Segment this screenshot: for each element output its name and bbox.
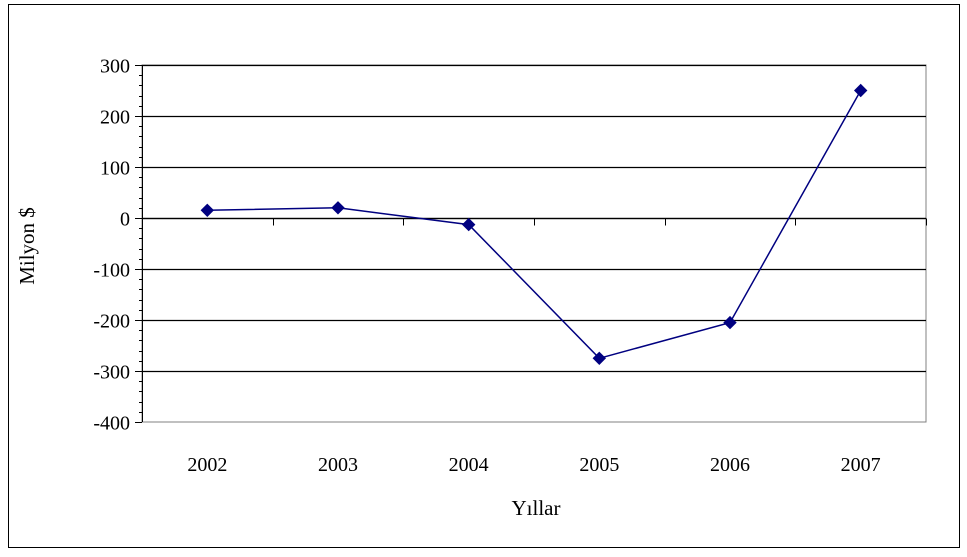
y-tick-label: -400 (93, 413, 130, 435)
y-tick-label: 300 (100, 56, 130, 78)
chart-border (8, 4, 960, 548)
x-axis-title: Yıllar (512, 496, 561, 520)
data-point-marker (723, 315, 737, 330)
y-tick-label: -300 (93, 362, 130, 384)
x-tick-label: 2007 (841, 454, 881, 476)
data-point-marker (331, 201, 345, 215)
x-tick-label: 2005 (579, 454, 619, 476)
y-tick-label: 0 (120, 209, 130, 231)
data-point-marker (200, 203, 215, 218)
data-point-marker (853, 83, 868, 98)
y-tick-label: 200 (100, 107, 130, 129)
y-tick-label: -200 (93, 311, 130, 333)
x-tick-label: 2006 (710, 454, 750, 476)
x-tick-label: 2004 (449, 454, 489, 476)
series-line (207, 90, 862, 360)
y-tick-label: 100 (100, 158, 130, 180)
data-point-marker (592, 351, 607, 366)
x-tick-label: 2002 (187, 454, 227, 476)
x-tick-label: 2003 (318, 454, 358, 476)
data-point-marker (461, 217, 476, 232)
y-axis-title: Milyon $ (15, 207, 39, 285)
y-tick-label: -100 (93, 260, 130, 282)
